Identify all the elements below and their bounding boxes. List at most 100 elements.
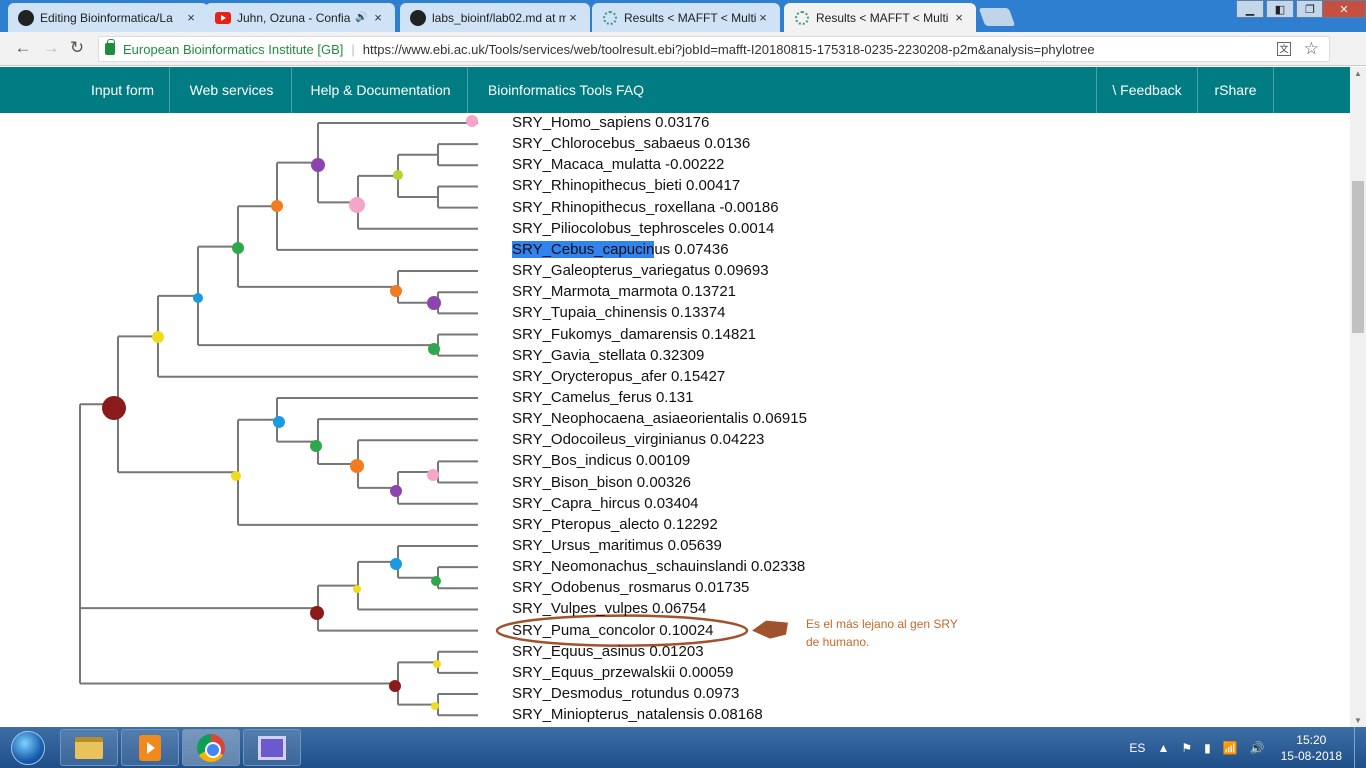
ebi-icon bbox=[794, 10, 810, 26]
leaf-label: SRY_Puma_concolor 0.10024 bbox=[512, 621, 714, 639]
speaker-icon[interactable]: 🔊 bbox=[355, 12, 368, 23]
leaf-label: SRY_Capra_hircus 0.03404 bbox=[512, 494, 699, 512]
leaf-label: SRY_Desmodus_rotundus 0.0973 bbox=[512, 685, 740, 703]
tree-diagram bbox=[79, 115, 788, 717]
nav-share[interactable]: rShare bbox=[1198, 67, 1274, 113]
vertical-scrollbar[interactable]: ▲ ▼ bbox=[1350, 67, 1366, 727]
chevron-up-icon[interactable]: ▲ bbox=[1157, 740, 1170, 755]
leaf-label: SRY_Tupaia_chinensis 0.13374 bbox=[512, 304, 726, 322]
phylogenetic-tree-panel: SRY_Homo_sapiens 0.03176 SRY_Chlorocebus_… bbox=[0, 113, 1350, 727]
reload-icon[interactable]: ↻ bbox=[69, 38, 85, 57]
flag-icon[interactable]: ⚑ bbox=[1181, 740, 1193, 755]
user-button[interactable]: ◧ bbox=[1266, 0, 1294, 18]
leaf-label: SRY_Rhinopithecus_roxellana -0.00186 bbox=[512, 198, 779, 216]
ebi-icon bbox=[602, 10, 618, 26]
leaf-label: SRY_Homo_sapiens 0.03176 bbox=[512, 114, 710, 131]
node-mark bbox=[231, 471, 241, 481]
folder-icon bbox=[75, 736, 103, 759]
leaf-label: SRY_Bos_indicus 0.00109 bbox=[512, 452, 691, 470]
language-indicator[interactable]: ES bbox=[1129, 740, 1146, 755]
address-bar[interactable]: European Bioinformatics Institute [GB] |… bbox=[98, 36, 1330, 62]
network-icon[interactable]: 📶 bbox=[1222, 740, 1238, 755]
lock-icon bbox=[105, 39, 115, 55]
start-button[interactable] bbox=[2, 727, 54, 768]
url-separator: | bbox=[351, 41, 355, 57]
annotation-circle bbox=[495, 614, 788, 647]
leaf-label: SRY_Ursus_maritimus 0.05639 bbox=[512, 537, 722, 554]
node-mark bbox=[311, 158, 325, 172]
node-mark bbox=[393, 170, 403, 180]
browser-toolbar: ← → ↻ European Bioinformatics Institute … bbox=[0, 32, 1366, 66]
leaf-label: SRY_Equus_przewalskii 0.00059 bbox=[512, 663, 734, 681]
star-icon[interactable]: ☆ bbox=[1303, 39, 1319, 58]
leaf-label: SRY_Bison_bison 0.00326 bbox=[512, 473, 692, 491]
leaf-label: SRY_Chlorocebus_sabaeus 0.0136 bbox=[512, 135, 751, 153]
node-mark bbox=[102, 396, 126, 420]
leaf-label: SRY_Odocoileus_virginianus 0.04223 bbox=[512, 431, 765, 449]
taskbar-chrome[interactable] bbox=[182, 729, 240, 766]
nav-feedback[interactable]: \ Feedback bbox=[1096, 67, 1198, 113]
node-mark bbox=[389, 680, 401, 692]
close-icon[interactable]: × bbox=[955, 10, 963, 25]
node-mark bbox=[310, 440, 322, 452]
node-mark bbox=[193, 293, 203, 303]
leaf-label: SRY_Orycteropus_afer 0.15427 bbox=[512, 367, 726, 385]
node-mark bbox=[427, 469, 439, 481]
clock[interactable]: 15:20 15-08-2018 bbox=[1281, 732, 1342, 764]
ebi-navigation-bar: Input form Web services Help & Documenta… bbox=[0, 67, 1350, 113]
nav-web-services[interactable]: Web services bbox=[172, 67, 292, 113]
media-player-icon bbox=[139, 734, 161, 761]
volume-icon[interactable]: 🔊 bbox=[1249, 740, 1265, 755]
close-window-button[interactable]: ✕ bbox=[1322, 0, 1366, 18]
node-mark bbox=[232, 242, 244, 254]
node-mark bbox=[152, 331, 164, 343]
minimize-button[interactable]: ▁ bbox=[1236, 0, 1264, 18]
site-identity[interactable]: European Bioinformatics Institute [GB] bbox=[123, 41, 344, 57]
leaf-label: SRY_Camelus_ferus 0.131 bbox=[512, 388, 694, 406]
scroll-thumb[interactable] bbox=[1352, 181, 1364, 333]
battery-icon[interactable]: ▮ bbox=[1204, 740, 1211, 755]
close-icon[interactable]: × bbox=[187, 10, 195, 25]
tab-editing-bioinformatica[interactable]: Editing Bioinformatica/La × bbox=[8, 3, 208, 32]
leaf-label: SRY_Fukomys_damarensis 0.14821 bbox=[512, 325, 757, 343]
tab-mafft-results-active[interactable]: Results < MAFFT < Multi × bbox=[784, 3, 976, 32]
tab-youtube[interactable]: Juhn, Ozuna - Confia 🔊 × bbox=[205, 3, 395, 32]
node-marks bbox=[102, 115, 478, 710]
text-selection: SRY_Cebus_capucin bbox=[512, 240, 655, 258]
node-mark bbox=[390, 485, 402, 497]
clock-time: 15:20 bbox=[1296, 732, 1327, 747]
node-mark bbox=[353, 585, 361, 593]
nav-help-documentation[interactable]: Help & Documentation bbox=[294, 67, 468, 113]
translate-icon[interactable]: 文 bbox=[1277, 42, 1291, 56]
url-text[interactable]: https://www.ebi.ac.uk/Tools/services/web… bbox=[362, 41, 1095, 57]
new-tab-button[interactable] bbox=[978, 8, 1016, 26]
nav-bioinformatics-faq[interactable]: Bioinformatics Tools FAQ bbox=[487, 82, 645, 98]
tab-title: Results < MAFFT < Multi bbox=[816, 10, 949, 25]
tab-title: Juhn, Ozuna - Confia bbox=[237, 10, 351, 25]
taskbar-screen-app[interactable] bbox=[243, 729, 301, 766]
github-icon bbox=[18, 9, 34, 26]
pointer-arrow bbox=[752, 620, 788, 639]
nav-input-form[interactable]: Input form bbox=[76, 67, 170, 113]
scroll-up-arrow-icon[interactable]: ▲ bbox=[1354, 69, 1362, 78]
leaf-label: SRY_Rhinopithecus_bieti 0.00417 bbox=[512, 177, 741, 195]
taskbar-media-player[interactable] bbox=[121, 729, 179, 766]
github-icon bbox=[410, 9, 426, 26]
leaf-label: SRY_Piliocolobus_tephrosceles 0.0014 bbox=[512, 219, 775, 237]
forward-arrow-icon[interactable]: → bbox=[42, 38, 60, 57]
show-desktop-button[interactable] bbox=[1354, 727, 1366, 768]
leaf-label: SRY_Miniopterus_natalensis 0.08168 bbox=[512, 706, 763, 724]
tab-mafft-results[interactable]: Results < MAFFT < Multi × bbox=[592, 3, 780, 32]
maximize-button[interactable]: ❐ bbox=[1296, 0, 1324, 18]
back-arrow-icon[interactable]: ← bbox=[14, 38, 32, 57]
close-icon[interactable]: × bbox=[374, 10, 382, 25]
tab-labs-bioinf[interactable]: labs_bioinf/lab02.md at m × bbox=[400, 3, 590, 32]
taskbar-explorer[interactable] bbox=[60, 729, 118, 766]
tab-title: Results < MAFFT < Multi bbox=[624, 10, 756, 25]
node-mark bbox=[433, 660, 441, 668]
tab-title: labs_bioinf/lab02.md at m bbox=[432, 10, 566, 25]
close-icon[interactable]: × bbox=[759, 10, 767, 25]
highlight-ellipse bbox=[495, 614, 749, 647]
scroll-down-arrow-icon[interactable]: ▼ bbox=[1354, 716, 1362, 725]
close-icon[interactable]: × bbox=[569, 10, 577, 25]
